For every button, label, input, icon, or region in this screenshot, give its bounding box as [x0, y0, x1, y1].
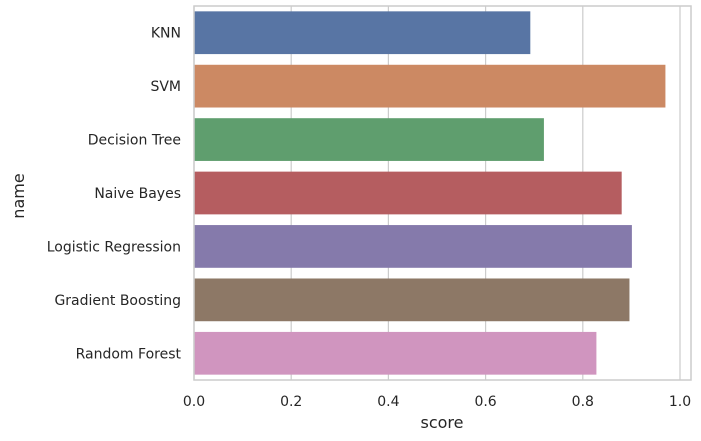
x-tick-label: 0.8 [572, 394, 594, 410]
y-tick-label: Logistic Regression [47, 239, 181, 255]
y-tick-label: Naive Bayes [94, 186, 181, 202]
bar-random-forest [194, 331, 597, 375]
y-axis-title: name [9, 173, 28, 218]
label-layer: 0.0 0.2 0.4 0.6 0.8 1.0 KNN SVM Decision Tree Nai… [47, 26, 691, 410]
x-axis-title: score [421, 413, 464, 432]
y-tick-label: Decision Tree [88, 133, 181, 149]
bar-knn [194, 11, 531, 55]
plot-frame [193, 5, 692, 381]
y-tick-label: KNN [151, 26, 181, 42]
axes-layer [193, 5, 692, 381]
x-tick-label: 0.2 [280, 394, 302, 410]
y-tick-label: Gradient Boosting [54, 293, 181, 309]
x-tick-label: 0.4 [377, 394, 399, 410]
bar-logistic-regression [194, 225, 632, 268]
x-tick-label: 1.0 [669, 394, 691, 410]
bar-svm [194, 64, 666, 108]
bar-layer [194, 11, 666, 375]
bar-decision-tree [194, 118, 544, 161]
x-tick-label: 0.6 [474, 394, 496, 410]
bar-gradient-boosting [194, 278, 630, 322]
bar-naive-bayes [194, 171, 622, 215]
y-tick-label: SVM [150, 79, 181, 95]
y-tick-label: Random Forest [76, 346, 182, 362]
x-tick-label: 0.0 [183, 394, 205, 410]
